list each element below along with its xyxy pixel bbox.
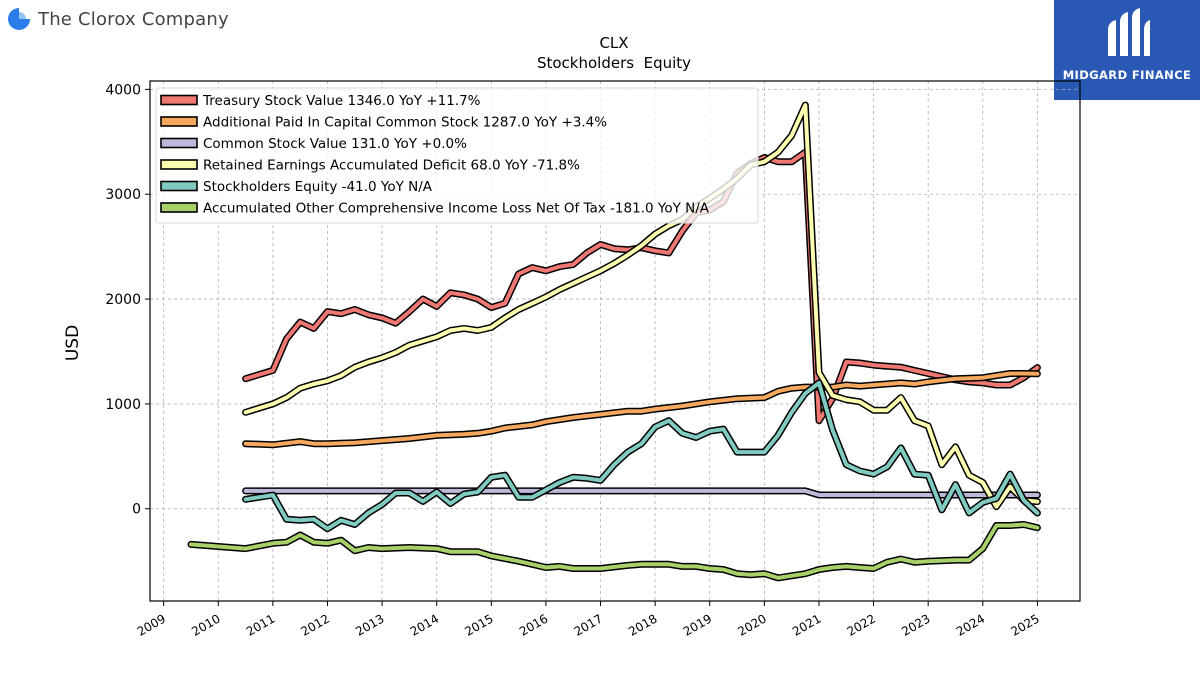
legend-label: Accumulated Other Comprehensive Income L…	[203, 201, 710, 217]
x-tick-label: 2011	[244, 611, 277, 638]
x-tick-label: 2022	[845, 611, 878, 638]
series-line	[243, 488, 1040, 497]
chart-title: CLX	[599, 34, 628, 52]
x-tick-label: 2023	[899, 611, 932, 638]
x-tick-label: 2015	[462, 611, 495, 638]
x-tick-label: 2018	[626, 611, 659, 638]
company-name: The Clorox Company	[38, 8, 229, 30]
series-line-outline	[187, 521, 1041, 582]
legend-label: Retained Earnings Accumulated Deficit 68…	[203, 158, 580, 174]
legend-label: Additional Paid In Capital Common Stock …	[203, 115, 607, 131]
series-0	[242, 148, 1041, 425]
x-tick-label: 2024	[954, 611, 987, 638]
x-tick-label: 2020	[735, 611, 768, 638]
brand-header: The Clorox Company	[6, 6, 229, 32]
x-tick-label: 2021	[790, 611, 823, 638]
legend-swatch	[160, 137, 198, 149]
legend-swatch	[160, 94, 198, 106]
grid-lines	[150, 81, 1080, 601]
midgard-watermark: MIDGARD FINANCE	[1054, 0, 1200, 100]
series-line	[189, 522, 1040, 580]
y-tick-label: 3000	[105, 187, 141, 203]
clorox-logo-icon	[8, 8, 30, 30]
y-tick-label: 2000	[105, 292, 141, 308]
x-tick-label: 2010	[189, 611, 222, 638]
series-3	[242, 101, 1041, 511]
y-axis-label: USD	[63, 325, 83, 361]
watermark-text: MIDGARD FINANCE	[1062, 68, 1192, 82]
legend-swatch	[160, 202, 198, 213]
series-layer	[187, 101, 1041, 582]
series-line	[243, 150, 1040, 423]
legend: Treasury Stock Value 1346.0 YoY +11.7% Ad…	[155, 87, 759, 224]
series-1	[242, 370, 1041, 449]
series-line	[243, 371, 1040, 447]
x-tick-label: 2017	[572, 611, 605, 638]
chart-subtitle: Stockholders Equity	[537, 54, 691, 72]
series-4	[242, 379, 1041, 533]
plot-frame	[149, 80, 1081, 602]
y-tick-label: 4000	[105, 82, 141, 98]
x-tick-label: 2012	[299, 611, 332, 638]
series-2	[242, 487, 1041, 499]
legend-swatch	[160, 180, 198, 192]
series-line	[243, 103, 1040, 509]
x-tick-label: 2009	[135, 611, 168, 638]
series-line	[243, 380, 1040, 531]
legend-box	[155, 87, 759, 224]
legend-label: Stockholders Equity -41.0 YoY N/A	[203, 179, 433, 195]
x-tick-label: 2019	[681, 611, 714, 638]
legend-swatch	[160, 159, 198, 170]
x-tick-label: 2025	[1008, 611, 1041, 638]
midgard-logo-icon	[1108, 8, 1150, 56]
y-tick-label: 0	[132, 502, 141, 518]
x-tick-label: 2014	[408, 611, 441, 638]
x-tick-label: 2013	[353, 611, 386, 638]
series-5	[187, 521, 1041, 582]
legend-swatch	[160, 116, 198, 127]
legend-label: Treasury Stock Value 1346.0 YoY +11.7%	[202, 93, 481, 109]
series-line-outline	[242, 379, 1041, 533]
legend-label: Common Stock Value 131.0 YoY +0.0%	[203, 136, 467, 152]
x-tick-label: 2016	[517, 611, 550, 638]
y-tick-label: 1000	[105, 397, 141, 413]
